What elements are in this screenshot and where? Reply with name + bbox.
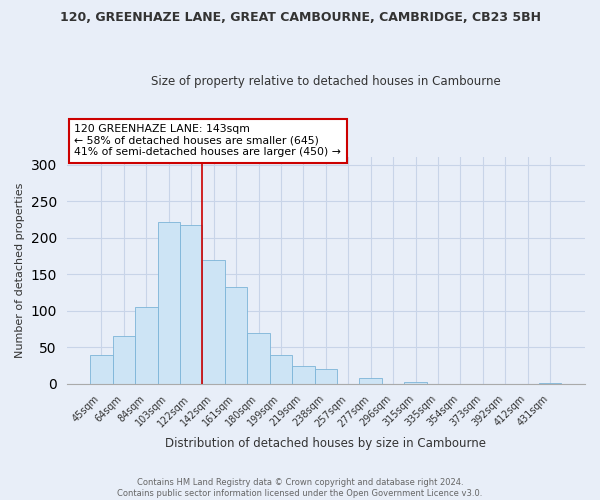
Bar bbox=[135, 307, 158, 384]
Bar bbox=[202, 260, 225, 384]
Bar bbox=[314, 370, 337, 384]
Bar bbox=[270, 356, 292, 384]
Text: Contains HM Land Registry data © Crown copyright and database right 2024.
Contai: Contains HM Land Registry data © Crown c… bbox=[118, 478, 482, 498]
Y-axis label: Number of detached properties: Number of detached properties bbox=[15, 183, 25, 358]
Text: 120 GREENHAZE LANE: 143sqm
← 58% of detached houses are smaller (645)
41% of sem: 120 GREENHAZE LANE: 143sqm ← 58% of deta… bbox=[74, 124, 341, 157]
Bar bbox=[225, 286, 247, 384]
Bar bbox=[180, 224, 202, 384]
Bar bbox=[158, 222, 180, 384]
X-axis label: Distribution of detached houses by size in Cambourne: Distribution of detached houses by size … bbox=[166, 437, 487, 450]
Title: Size of property relative to detached houses in Cambourne: Size of property relative to detached ho… bbox=[151, 75, 501, 88]
Bar bbox=[247, 334, 270, 384]
Bar bbox=[90, 354, 113, 384]
Bar bbox=[359, 378, 382, 384]
Text: 120, GREENHAZE LANE, GREAT CAMBOURNE, CAMBRIDGE, CB23 5BH: 120, GREENHAZE LANE, GREAT CAMBOURNE, CA… bbox=[59, 11, 541, 24]
Bar bbox=[113, 336, 135, 384]
Bar bbox=[404, 382, 427, 384]
Bar bbox=[292, 366, 314, 384]
Bar bbox=[539, 383, 562, 384]
